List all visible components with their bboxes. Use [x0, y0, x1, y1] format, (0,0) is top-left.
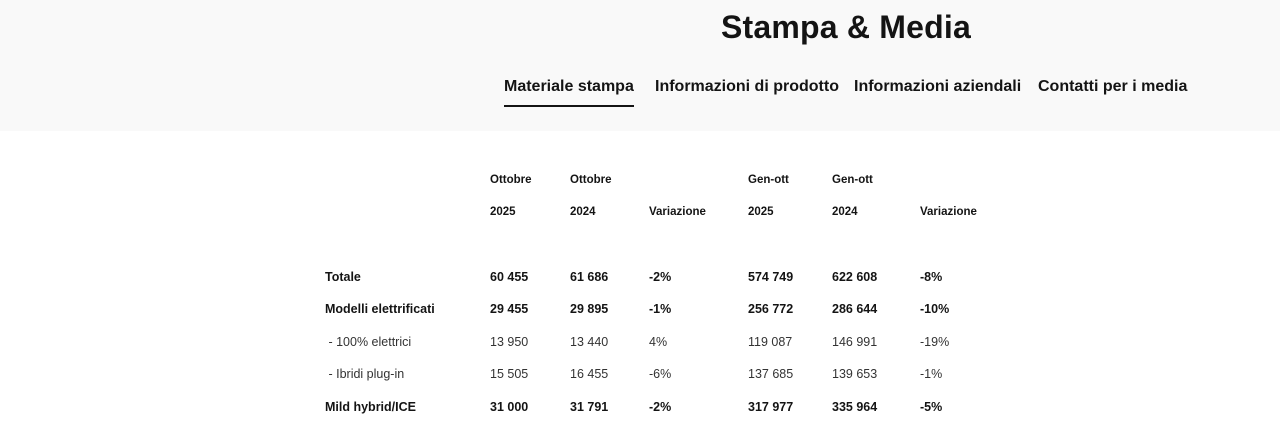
sales-table: Ottobre Ottobre Gen-ott Gen-ott 2025 202…	[0, 131, 1280, 444]
row-label-totale: Totale	[325, 270, 361, 284]
cell-ytd2024: 139 653	[832, 367, 878, 381]
col-header-variation-ytd: Variazione	[920, 206, 977, 218]
col-header-oct2025-year: 2025	[490, 206, 516, 218]
col-header-ytd2024-year: 2024	[832, 206, 858, 218]
cell-ytd2025: 317 977	[748, 400, 794, 414]
row-label-mild-hybrid-ice: Mild hybrid/ICE	[325, 400, 416, 414]
cell-ytd2024: 286 644	[832, 302, 878, 316]
cell-var-month: -6%	[649, 367, 672, 381]
cell-oct2025: 29 455	[490, 302, 529, 316]
col-header-ytd2024-period: Gen-ott	[832, 174, 873, 186]
cell-oct2024: 13 440	[570, 335, 609, 349]
cell-var-ytd: -10%	[920, 302, 950, 316]
cell-oct2025: 31 000	[490, 400, 529, 414]
nav-item-contatti-media[interactable]: Contatti per i media	[1038, 78, 1188, 95]
row-label-100-elettrici: - 100% elettrici	[325, 335, 412, 349]
cell-var-month: -2%	[649, 270, 672, 284]
row-label-ibridi-plug-in: - Ibridi plug-in	[325, 367, 405, 381]
row-label-modelli-elettrificati: Modelli elettrificati	[325, 302, 435, 316]
cell-var-ytd: -1%	[920, 367, 943, 381]
col-header-oct2025-month: Ottobre	[490, 174, 532, 186]
cell-ytd2025: 574 749	[748, 270, 794, 284]
cell-ytd2024: 622 608	[832, 270, 878, 284]
cell-var-month: -1%	[649, 302, 672, 316]
col-header-variation-month: Variazione	[649, 206, 706, 218]
cell-ytd2024: 335 964	[832, 400, 878, 414]
cell-oct2024: 31 791	[570, 400, 609, 414]
col-header-oct2024-month: Ottobre	[570, 174, 612, 186]
cell-oct2025: 15 505	[490, 367, 529, 381]
col-header-ytd2025-period: Gen-ott	[748, 174, 789, 186]
nav-item-informazioni-prodotto[interactable]: Informazioni di prodotto	[655, 78, 839, 95]
col-header-ytd2025-year: 2025	[748, 206, 774, 218]
nav-item-materiale-stampa[interactable]: Materiale stampa	[504, 76, 634, 107]
cell-ytd2025: 119 087	[748, 335, 793, 349]
cell-var-ytd: -8%	[920, 270, 943, 284]
cell-ytd2024: 146 991	[832, 335, 878, 349]
cell-var-ytd: -5%	[920, 400, 943, 414]
nav-item-informazioni-aziendali[interactable]: Informazioni aziendali	[854, 78, 1022, 95]
cell-ytd2025: 256 772	[748, 302, 794, 316]
cell-oct2024: 29 895	[570, 302, 609, 316]
cell-oct2025: 13 950	[490, 335, 529, 349]
cell-var-ytd: -19%	[920, 335, 950, 349]
page-title: Stampa & Media	[721, 9, 971, 45]
cell-oct2024: 61 686	[570, 270, 609, 284]
cell-oct2025: 60 455	[490, 270, 529, 284]
col-header-oct2024-year: 2024	[570, 206, 596, 218]
cell-ytd2025: 137 685	[748, 367, 794, 381]
page-header: Stampa & Media Materiale stampa Informaz…	[0, 0, 1280, 131]
cell-oct2024: 16 455	[570, 367, 609, 381]
cell-var-month: 4%	[649, 335, 668, 349]
cell-var-month: -2%	[649, 400, 672, 414]
